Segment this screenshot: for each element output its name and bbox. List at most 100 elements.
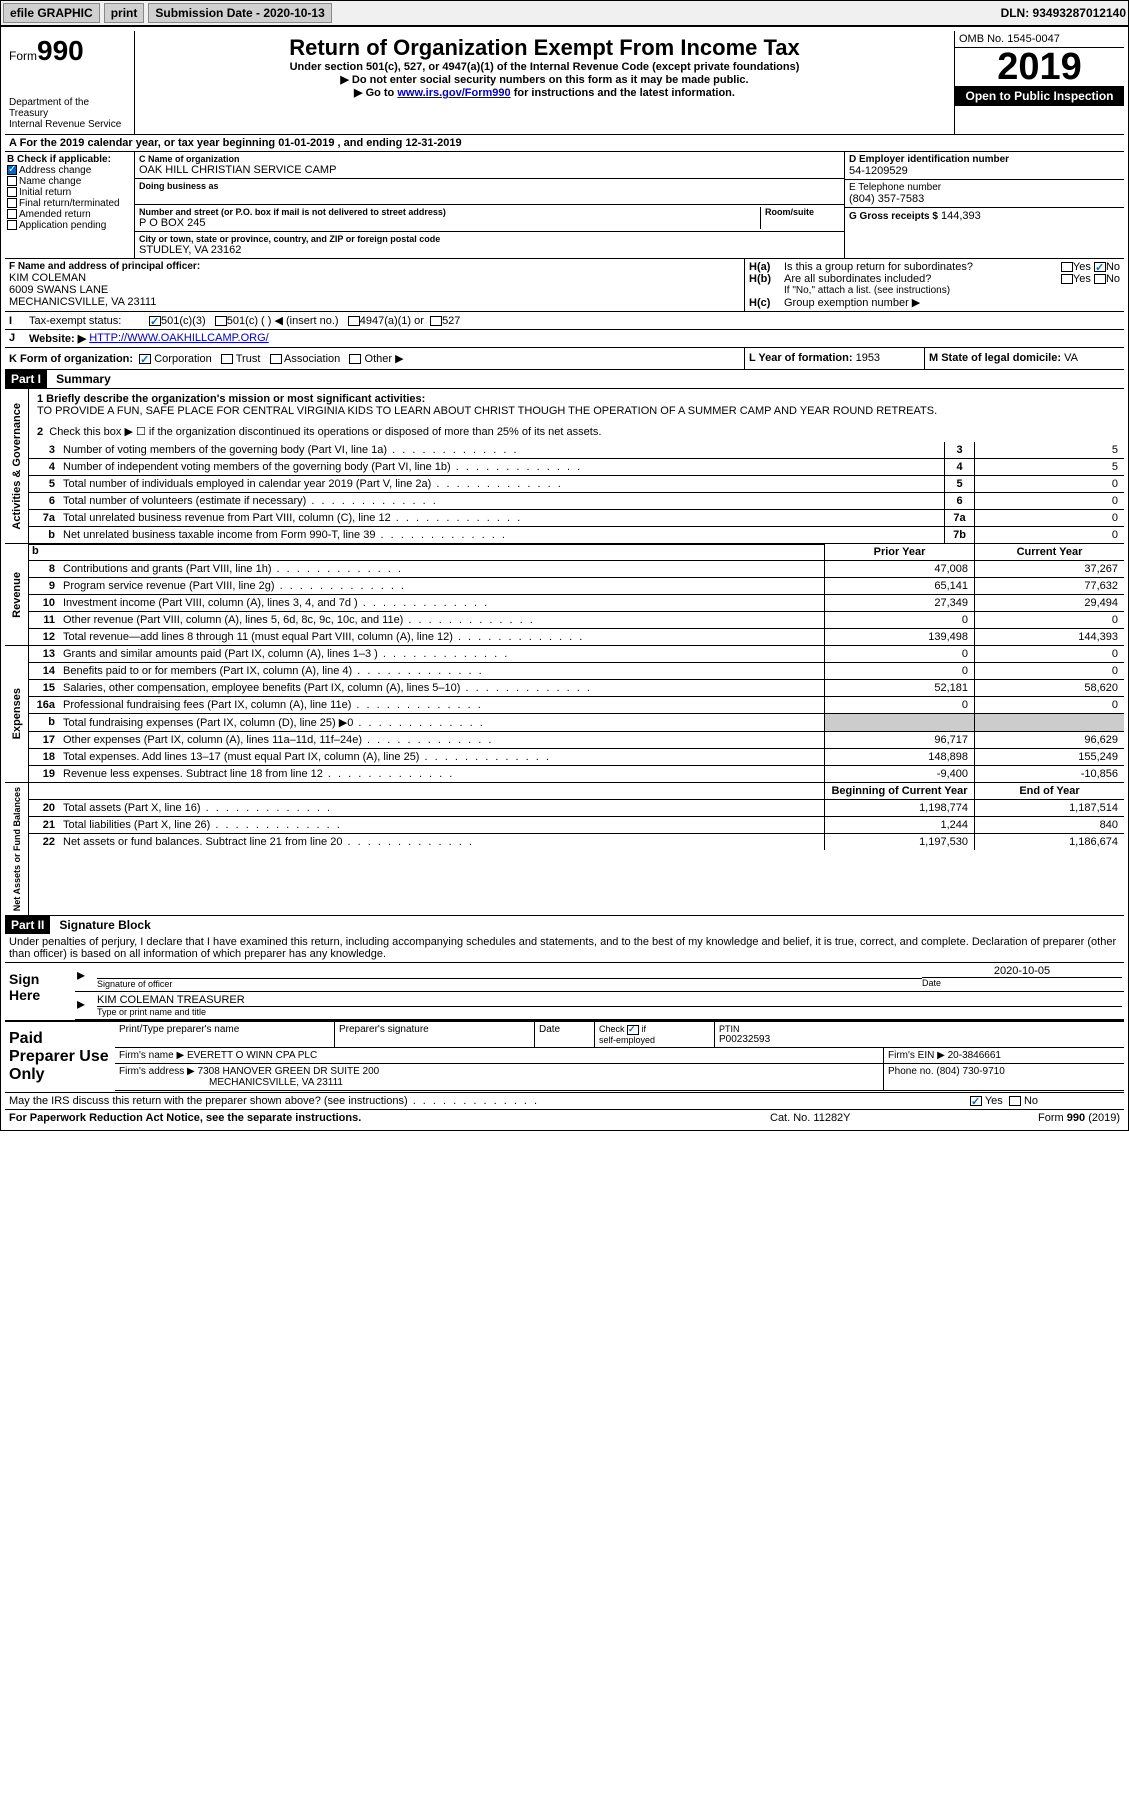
phone-label: E Telephone number	[849, 182, 1120, 193]
officer-label: F Name and address of principal officer:	[9, 261, 740, 272]
h-note: If "No," attach a list. (see instruction…	[749, 285, 1120, 296]
sign-here-label: Sign Here	[5, 963, 75, 1020]
printed-name-label: Type or print name and title	[97, 1007, 1122, 1017]
table-row: 16aProfessional fundraising fees (Part I…	[29, 696, 1124, 713]
dln-label: DLN: 93493287012140	[1001, 6, 1126, 20]
table-row: 6Total number of volunteers (estimate if…	[29, 492, 1124, 509]
check-corporation[interactable]	[139, 354, 151, 364]
paperwork-notice: For Paperwork Reduction Act Notice, see …	[9, 1112, 770, 1124]
table-row: 3Number of voting members of the governi…	[29, 442, 1124, 458]
q1-label: 1 Briefly describe the organization's mi…	[37, 393, 1116, 405]
check-501c3[interactable]	[149, 316, 161, 326]
section-a-period: A For the 2019 calendar year, or tax yea…	[5, 134, 1124, 151]
part-1-title: Summary	[50, 370, 117, 388]
table-row: 13Grants and similar amounts paid (Part …	[29, 646, 1124, 662]
table-row: 7aTotal unrelated business revenue from …	[29, 509, 1124, 526]
addr-label: Number and street (or P.O. box if mail i…	[139, 207, 760, 217]
print-button[interactable]: print	[104, 3, 145, 23]
ein-label: D Employer identification number	[849, 154, 1120, 165]
sig-date-value: 2020-10-05	[922, 965, 1122, 978]
officer-name: KIM COLEMAN	[9, 272, 740, 284]
table-row: 4Number of independent voting members of…	[29, 458, 1124, 475]
gross-receipts-label: G Gross receipts $	[849, 211, 938, 222]
col-prior-year: Prior Year	[824, 544, 974, 560]
form-number: 990	[37, 35, 84, 66]
public-inspection-label: Open to Public Inspection	[955, 86, 1124, 106]
firm-name: EVERETT O WINN CPA PLC	[187, 1050, 317, 1061]
efile-graphic-button[interactable]: efile GRAPHIC	[3, 3, 100, 23]
firm-addr2: MECHANICSVILLE, VA 23111	[119, 1077, 343, 1088]
ptin-value: P00232593	[719, 1034, 1120, 1045]
check-address-change[interactable]: Address change	[7, 165, 132, 176]
website-link[interactable]: HTTP://WWW.OAKHILLCAMP.ORG/	[89, 332, 268, 345]
cat-number: Cat. No. 11282Y	[770, 1112, 970, 1124]
table-row: 22Net assets or fund balances. Subtract …	[29, 833, 1124, 850]
ein-value: 54-1209529	[849, 165, 1120, 177]
check-other[interactable]	[349, 354, 361, 364]
part-2-header: Part II	[5, 916, 50, 934]
paid-preparer-label: Paid Preparer Use Only	[5, 1022, 115, 1092]
form-subtitle: Under section 501(c), 527, or 4947(a)(1)…	[139, 61, 950, 73]
org-name: OAK HILL CHRISTIAN SERVICE CAMP	[139, 164, 840, 176]
table-row: 9Program service revenue (Part VIII, lin…	[29, 577, 1124, 594]
check-4947[interactable]	[348, 316, 360, 326]
form-990: Form990 Department of the TreasuryIntern…	[0, 26, 1129, 1131]
phone-value: (804) 357-7583	[849, 193, 1120, 205]
instructions-link[interactable]: www.irs.gov/Form990	[397, 87, 510, 99]
check-501c[interactable]	[215, 316, 227, 326]
check-amended-return[interactable]: Amended return	[7, 209, 132, 220]
form-footer-label: Form 990 (2019)	[970, 1112, 1120, 1124]
table-row: bTotal fundraising expenses (Part IX, co…	[29, 713, 1124, 731]
col-beginning-year: Beginning of Current Year	[824, 783, 974, 799]
check-initial-return[interactable]: Initial return	[7, 187, 132, 198]
sig-date-label: Date	[922, 978, 1122, 988]
instructions-line: ▶ Go to www.irs.gov/Form990 for instruct…	[139, 86, 950, 99]
check-application-pending[interactable]: Application pending	[7, 220, 132, 231]
firm-addr1: 7308 HANOVER GREEN DR SUITE 200	[198, 1066, 380, 1077]
part-2-title: Signature Block	[53, 916, 156, 934]
check-association[interactable]	[270, 354, 282, 364]
check-527[interactable]	[430, 316, 442, 326]
city-label: City or town, state or province, country…	[139, 234, 840, 244]
state-domicile: VA	[1064, 352, 1078, 364]
table-row: 11Other revenue (Part VIII, column (A), …	[29, 611, 1124, 628]
form-prefix: Form	[9, 49, 37, 63]
officer-addr1: 6009 SWANS LANE	[9, 284, 740, 296]
firm-ein: 20-3846661	[948, 1050, 1001, 1061]
tax-year: 2019	[955, 48, 1124, 86]
col-current-year: Current Year	[974, 544, 1124, 560]
check-final-return[interactable]: Final return/terminated	[7, 198, 132, 209]
form-title: Return of Organization Exempt From Incom…	[139, 35, 950, 61]
website-label: Website: ▶	[29, 332, 86, 345]
officer-printed-name: KIM COLEMAN TREASURER	[97, 994, 1122, 1007]
perjury-statement: Under penalties of perjury, I declare th…	[5, 934, 1124, 962]
table-row: 19Revenue less expenses. Subtract line 1…	[29, 765, 1124, 782]
year-formation: 1953	[856, 352, 880, 364]
vtab-revenue: Revenue	[9, 568, 25, 622]
discuss-no[interactable]	[1009, 1096, 1021, 1106]
discuss-yes[interactable]	[970, 1096, 982, 1106]
table-row: 20Total assets (Part X, line 16)1,198,77…	[29, 800, 1124, 816]
table-row: 17Other expenses (Part IX, column (A), l…	[29, 731, 1124, 748]
table-row: 5Total number of individuals employed in…	[29, 475, 1124, 492]
street-address: P O BOX 245	[139, 217, 760, 229]
prep-sig-label: Preparer's signature	[335, 1022, 535, 1047]
table-row: 14Benefits paid to or for members (Part …	[29, 662, 1124, 679]
dept-label: Department of the TreasuryInternal Reven…	[9, 97, 130, 130]
check-self-employed[interactable]: Check ifself-employed	[595, 1022, 715, 1047]
box-b-checkboxes: B Check if applicable: Address change Na…	[5, 152, 135, 258]
vtab-expenses: Expenses	[9, 684, 25, 743]
check-trust[interactable]	[221, 354, 233, 364]
table-row: 8Contributions and grants (Part VIII, li…	[29, 561, 1124, 577]
toolbar: efile GRAPHIC print Submission Date - 20…	[0, 0, 1129, 26]
col-end-year: End of Year	[974, 783, 1124, 799]
city-state-zip: STUDLEY, VA 23162	[139, 244, 840, 256]
table-row: 15Salaries, other compensation, employee…	[29, 679, 1124, 696]
check-name-change[interactable]: Name change	[7, 176, 132, 187]
org-name-label: C Name of organization	[139, 154, 840, 164]
table-row: 12Total revenue—add lines 8 through 11 (…	[29, 628, 1124, 645]
ssn-warning: ▶ Do not enter social security numbers o…	[139, 73, 950, 86]
form-header: Form990 Department of the TreasuryIntern…	[5, 31, 1124, 134]
table-row: bNet unrelated business taxable income f…	[29, 526, 1124, 543]
firm-phone: (804) 730-9710	[936, 1066, 1004, 1077]
